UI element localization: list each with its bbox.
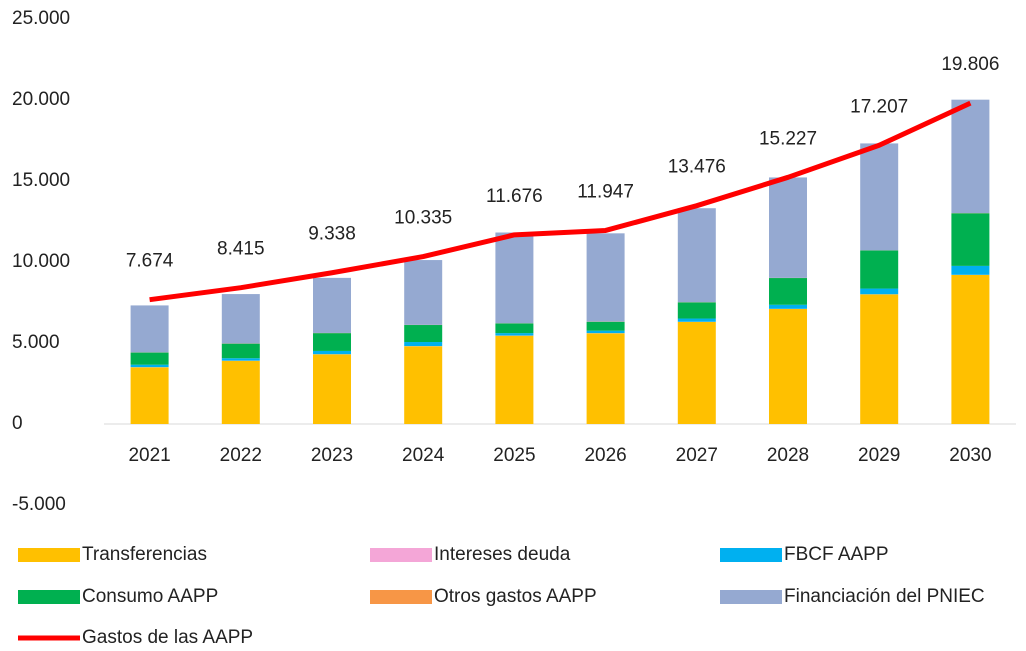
x-tick-label: 2026 <box>584 445 626 466</box>
data-label: 15.227 <box>759 128 817 149</box>
x-tick-label: 2030 <box>949 445 991 466</box>
x-tick-label: 2022 <box>220 445 262 466</box>
data-label: 7.674 <box>126 251 174 272</box>
bar-segment <box>951 274 990 424</box>
legend-label: Consumo AAPP <box>82 586 218 607</box>
y-tick-label: -5.000 <box>12 494 66 515</box>
bar-segment <box>313 350 351 355</box>
bar-segment <box>404 346 443 424</box>
bar-segment <box>130 305 169 353</box>
data-label: 13.476 <box>668 157 726 178</box>
bar-segment <box>130 352 169 365</box>
data-label: 11.676 <box>486 186 543 207</box>
bar-segment <box>860 294 899 424</box>
legend-swatch <box>370 548 432 562</box>
bar-segment <box>677 321 716 424</box>
bar-segment <box>221 358 260 361</box>
bar-segment <box>951 265 990 275</box>
x-tick-label: 2028 <box>767 445 809 466</box>
bar-segment <box>313 277 351 333</box>
bar-segment <box>769 308 807 424</box>
legend-label: Gastos de las AAPP <box>82 627 253 648</box>
legend-swatch <box>18 548 80 562</box>
bar-segment <box>495 333 534 336</box>
bar-segment <box>495 232 534 324</box>
legend-label: Otros gastos AAPP <box>434 586 597 607</box>
y-tick-label: 20.000 <box>12 89 70 110</box>
bar-segment <box>677 208 716 303</box>
bar-segment <box>769 278 807 305</box>
bar-segment <box>951 99 990 214</box>
data-label: 8.415 <box>217 239 265 260</box>
bar-segment <box>586 333 625 424</box>
bar-segment <box>495 335 534 424</box>
y-tick-label: 5.000 <box>12 332 60 353</box>
bar-segment <box>586 321 625 331</box>
bar-segment <box>860 143 899 251</box>
data-label: 9.338 <box>308 224 356 245</box>
legend-label: Intereses deuda <box>434 544 571 565</box>
bar-segment <box>677 302 716 319</box>
y-tick-label: 15.000 <box>12 170 70 191</box>
legend-swatch <box>18 590 80 604</box>
legend-label: Transferencias <box>82 544 207 565</box>
bar-segment <box>130 364 169 368</box>
bar-segment <box>221 360 260 424</box>
bar-segment <box>404 325 443 343</box>
legend-swatch <box>370 590 432 604</box>
x-tick-label: 2021 <box>128 445 170 466</box>
x-tick-label: 2024 <box>402 445 445 466</box>
line <box>149 100 972 303</box>
y-tick-label: 0 <box>12 413 23 434</box>
x-tick-label: 2023 <box>311 445 353 466</box>
y-tick-label: 10.000 <box>12 251 70 272</box>
data-label: 19.806 <box>941 54 999 75</box>
bar-segment <box>495 323 534 334</box>
bar-segment <box>677 318 716 322</box>
bar-segment <box>313 354 351 424</box>
bar-segment <box>769 177 807 278</box>
legend-swatch <box>720 548 782 562</box>
bar-segment <box>951 213 990 266</box>
data-label: 17.207 <box>850 96 908 117</box>
bar-segment <box>769 304 807 309</box>
bar-segment <box>586 233 625 322</box>
x-tick-label: 2027 <box>676 445 718 466</box>
bar-segment <box>404 260 443 325</box>
bar-segment <box>221 343 260 359</box>
x-tick-label: 2025 <box>493 445 535 466</box>
legend-label: FBCF AAPP <box>784 544 889 565</box>
legend-label: Financiación del PNIEC <box>784 586 985 607</box>
legend-swatch <box>720 590 782 604</box>
y-tick-label: 25.000 <box>12 8 70 29</box>
x-tick-label: 2029 <box>858 445 900 466</box>
bar-segment <box>130 367 169 424</box>
bar-segment <box>404 342 443 347</box>
bar-segment <box>586 330 625 334</box>
data-label: 11.947 <box>577 181 634 202</box>
bar-segment <box>313 333 351 351</box>
data-label: 10.335 <box>394 208 452 229</box>
bar-segment <box>860 288 899 295</box>
bar-segment <box>221 294 260 344</box>
bar-segment <box>860 250 899 289</box>
